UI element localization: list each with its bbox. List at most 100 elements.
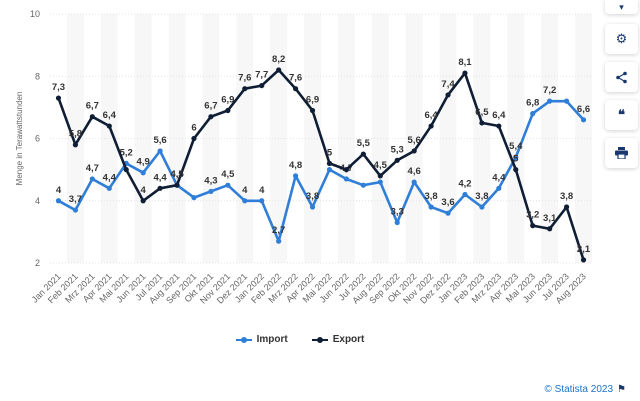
column-band	[337, 14, 355, 263]
data-point-import	[580, 117, 587, 123]
data-label-import: 4,6	[408, 166, 421, 177]
data-label-export: 5,3	[391, 144, 404, 155]
data-point-export	[276, 67, 282, 73]
data-point-import	[55, 198, 62, 204]
data-point-import	[445, 210, 451, 216]
data-point-export	[157, 185, 163, 191]
data-point-import	[106, 185, 112, 191]
data-point-export	[462, 70, 468, 76]
gear-icon: ⚙	[615, 31, 628, 46]
data-label-export: 3,8	[560, 191, 573, 202]
data-point-export	[191, 135, 197, 142]
data-point-export	[208, 114, 214, 120]
data-label-import: 4,4	[103, 172, 117, 183]
data-label-export: 7,4	[441, 79, 455, 90]
data-point-export	[428, 123, 434, 129]
bell-icon: ▾	[619, 1, 624, 12]
data-point-import	[547, 98, 553, 104]
data-label-export: 7,6	[238, 73, 251, 84]
data-label-import: 4,5	[170, 169, 184, 180]
data-label-export: 4	[141, 185, 147, 196]
data-label-import: 4	[56, 185, 62, 196]
data-label-import: 4,7	[86, 163, 99, 174]
data-point-import	[89, 176, 95, 182]
notification-button[interactable]: ▾	[605, 0, 638, 14]
data-label-import: 5,2	[120, 147, 133, 158]
column-band	[304, 14, 321, 263]
data-label-import: 4,4	[492, 172, 506, 183]
data-point-export	[174, 182, 180, 188]
share-button[interactable]	[605, 62, 638, 92]
quote-icon: ❝	[618, 107, 625, 122]
data-label-import: 4,3	[204, 175, 217, 186]
data-point-export	[377, 173, 383, 179]
statista-credit[interactable]: © Statista 2023 ⚑	[545, 384, 627, 395]
y-tick-label: 8	[35, 71, 40, 81]
data-point-import	[259, 198, 265, 204]
data-point-import	[411, 179, 417, 185]
data-label-import: 3,7	[69, 194, 82, 205]
chart-legend: Import Export	[0, 334, 600, 345]
data-point-export	[547, 226, 553, 232]
data-point-export	[326, 160, 333, 166]
data-label-import: 6,6	[577, 104, 590, 115]
data-point-import	[513, 154, 519, 160]
data-label-export: 5,6	[408, 135, 421, 146]
column-band	[202, 14, 220, 263]
data-point-import	[292, 173, 299, 179]
data-label-import: 4,5	[221, 169, 235, 180]
data-label-export: 6	[191, 123, 196, 134]
data-point-import	[343, 176, 350, 182]
series-line-export	[57, 68, 585, 261]
data-label-import: 4	[259, 185, 265, 196]
legend-label-import: Import	[256, 334, 288, 345]
data-label-export: 6,5	[475, 107, 489, 118]
data-point-export	[72, 142, 79, 148]
data-point-import	[479, 204, 485, 210]
share-icon	[616, 71, 627, 83]
column-band	[541, 14, 559, 263]
data-label-export: 5	[513, 154, 519, 165]
data-label-import: 5,6	[153, 135, 166, 146]
data-label-export: 6,9	[306, 94, 319, 105]
data-label-export: 3,1	[543, 213, 557, 224]
data-label-export: 3,2	[526, 210, 539, 221]
data-point-import	[563, 98, 570, 104]
y-tick-label: 10	[30, 9, 40, 19]
data-label-import: 4,8	[289, 160, 302, 171]
y-tick-label: 6	[35, 134, 40, 144]
legend-item-import[interactable]: Import	[235, 334, 288, 345]
data-point-export	[394, 157, 400, 163]
data-point-import	[496, 185, 502, 191]
data-point-import	[276, 238, 282, 244]
data-point-import	[208, 188, 214, 195]
data-label-export: 7,7	[255, 70, 268, 81]
data-point-export	[411, 148, 417, 154]
tool-sidebar: ▾ ⚙ ❝	[603, 0, 640, 176]
column-band	[168, 14, 186, 263]
print-button[interactable]	[605, 138, 638, 168]
data-point-import	[242, 198, 248, 204]
cite-button[interactable]: ❝	[605, 100, 638, 130]
data-label-import: 3,3	[391, 207, 404, 218]
data-label-import: 3,8	[475, 191, 488, 202]
data-point-import	[140, 170, 146, 176]
data-label-import: 4,2	[458, 179, 471, 190]
legend-swatch-export	[311, 336, 328, 343]
column-band	[575, 14, 592, 263]
data-label-export: 5,8	[69, 129, 82, 140]
data-label-export: 5,5	[357, 138, 371, 149]
data-point-export	[360, 151, 366, 157]
settings-button[interactable]: ⚙	[605, 24, 638, 54]
data-point-export	[479, 120, 485, 126]
legend-item-export[interactable]: Export	[311, 334, 364, 345]
data-point-import	[360, 182, 366, 188]
column-band	[405, 14, 423, 263]
data-point-import	[309, 204, 316, 210]
data-label-export: 6,4	[492, 110, 506, 121]
data-point-export	[445, 92, 451, 98]
data-label-export: 4,5	[374, 160, 388, 171]
data-label-export: 6,4	[103, 110, 117, 121]
data-label-export: 6,9	[221, 94, 234, 105]
